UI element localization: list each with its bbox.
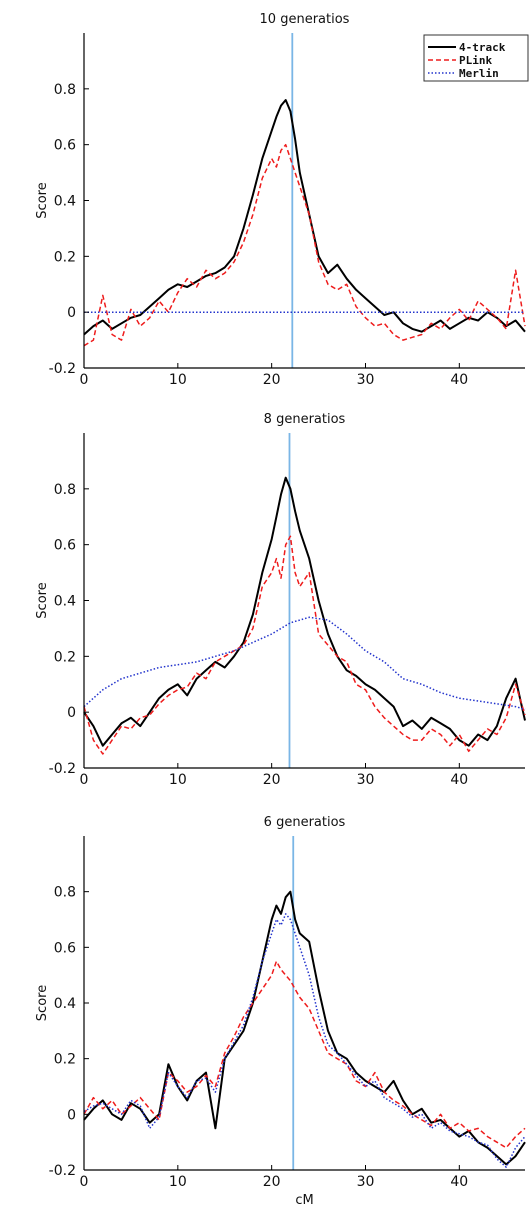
y-axis-label: Score xyxy=(35,985,50,1021)
x-axis-label: cM xyxy=(295,1193,313,1208)
y-tick-label: 0.4 xyxy=(54,594,76,610)
x-tick-label: 40 xyxy=(450,1174,468,1190)
chart-title: 8 generatios xyxy=(264,412,346,427)
y-tick-label: -0.2 xyxy=(49,761,76,777)
x-tick-label: 0 xyxy=(80,372,89,388)
chart-title: 10 generatios xyxy=(260,12,350,27)
y-tick-label: 0 xyxy=(67,1107,76,1123)
x-tick-label: 0 xyxy=(80,1174,89,1190)
y-axis-label: Score xyxy=(35,182,50,218)
series-line-merlin xyxy=(83,913,526,1168)
y-tick-label: 0.6 xyxy=(54,940,76,956)
y-tick-label: 0.2 xyxy=(54,249,76,265)
x-tick-label: 30 xyxy=(357,372,375,388)
legend-box xyxy=(423,34,529,82)
y-tick-label: 0.8 xyxy=(54,885,76,901)
series-line-4-track xyxy=(83,99,526,336)
y-tick-label: 0.4 xyxy=(54,194,76,210)
x-tick-label: 40 xyxy=(450,772,468,788)
y-tick-label: 0.6 xyxy=(54,538,76,554)
series-line-plink xyxy=(83,143,526,347)
y-tick-label: -0.2 xyxy=(49,1163,76,1179)
y-tick-label: 0.4 xyxy=(54,996,76,1012)
y-axis-label: Score xyxy=(35,582,50,618)
x-tick-label: 30 xyxy=(357,772,375,788)
legend-label: PLink xyxy=(459,54,492,67)
legend-label: Merlin xyxy=(459,67,499,80)
chart-title: 6 generatios xyxy=(264,815,346,830)
x-tick-label: 20 xyxy=(263,1174,281,1190)
y-tick-label: 0 xyxy=(67,705,76,721)
y-tick-label: -0.2 xyxy=(49,361,76,377)
y-tick-label: 0 xyxy=(67,305,76,321)
x-tick-label: 20 xyxy=(263,372,281,388)
x-tick-label: 0 xyxy=(80,772,89,788)
y-tick-label: 0.2 xyxy=(54,1052,76,1068)
y-tick-label: 0.8 xyxy=(54,482,76,498)
x-tick-label: 20 xyxy=(263,772,281,788)
x-tick-label: 40 xyxy=(450,372,468,388)
series-line-4-track xyxy=(83,476,526,747)
x-tick-label: 10 xyxy=(169,372,187,388)
series-line-plink xyxy=(83,960,526,1149)
legend-label: 4-track xyxy=(459,41,506,54)
y-tick-label: 0.8 xyxy=(54,82,76,98)
series-line-4-track xyxy=(83,890,526,1166)
y-tick-label: 0.6 xyxy=(54,138,76,154)
x-tick-label: 10 xyxy=(169,772,187,788)
x-tick-label: 30 xyxy=(357,1174,375,1190)
series-line-merlin xyxy=(83,616,526,711)
series-line-plink xyxy=(83,535,526,755)
y-tick-label: 0.2 xyxy=(54,649,76,665)
x-tick-label: 10 xyxy=(169,1174,187,1190)
